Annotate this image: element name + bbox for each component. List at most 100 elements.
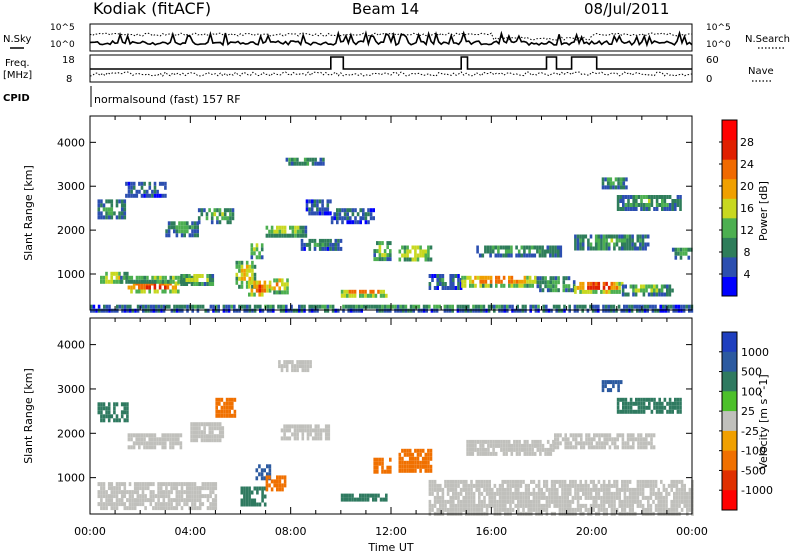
power-cell bbox=[172, 279, 175, 284]
power-cell bbox=[389, 304, 392, 309]
power-cell bbox=[97, 211, 101, 216]
velocity-cell bbox=[650, 441, 653, 446]
velocity-cell bbox=[618, 495, 621, 500]
power-cell bbox=[251, 308, 254, 313]
velocity-cell bbox=[668, 401, 672, 406]
power-cell bbox=[602, 308, 605, 313]
power-cell bbox=[100, 275, 103, 280]
velocity-cell bbox=[606, 437, 609, 442]
velocity-cell bbox=[621, 507, 624, 512]
power-cell bbox=[245, 272, 249, 277]
velocity-cell bbox=[576, 503, 580, 508]
velocity-cell bbox=[192, 438, 196, 443]
power-cell bbox=[105, 308, 109, 313]
power-cell bbox=[459, 282, 463, 286]
velocity-cell bbox=[595, 445, 599, 450]
power-cell bbox=[629, 284, 633, 289]
power-cell bbox=[570, 288, 573, 293]
velocity-cell bbox=[574, 483, 577, 488]
power-cell bbox=[178, 229, 181, 234]
velocity-cell bbox=[545, 479, 549, 484]
power-cell bbox=[567, 284, 571, 289]
power-cell bbox=[389, 308, 392, 313]
velocity-cell bbox=[587, 487, 590, 492]
velocity-cell bbox=[592, 487, 595, 492]
power-cell bbox=[107, 207, 111, 212]
power-cell bbox=[289, 233, 292, 238]
velocity-cell bbox=[528, 443, 532, 448]
power-cell bbox=[645, 288, 648, 293]
velocity-cell bbox=[102, 486, 106, 491]
power-cell bbox=[97, 308, 101, 313]
power-cell bbox=[291, 233, 295, 238]
velocity-cell bbox=[518, 443, 521, 448]
velocity-cell bbox=[175, 506, 179, 511]
velocity-cell bbox=[153, 433, 157, 438]
velocity-cell bbox=[491, 503, 494, 508]
power-cell bbox=[376, 304, 379, 309]
power-cell bbox=[634, 284, 638, 289]
power-cell bbox=[627, 203, 630, 207]
velocity-cell bbox=[167, 502, 171, 507]
velocity-cell bbox=[670, 507, 673, 512]
velocity-cell bbox=[478, 491, 481, 496]
power-cell bbox=[646, 242, 650, 247]
power-cell bbox=[528, 279, 532, 284]
power-cell bbox=[617, 185, 620, 190]
power-cell bbox=[433, 304, 436, 309]
power-cell bbox=[258, 288, 261, 293]
velocity-cell bbox=[231, 413, 234, 418]
velocity-cell bbox=[483, 483, 486, 488]
velocity-cell bbox=[191, 502, 194, 507]
velocity-cell bbox=[574, 507, 577, 512]
power-cell bbox=[286, 290, 289, 295]
power-cell bbox=[581, 304, 584, 309]
power-cell bbox=[668, 292, 672, 297]
power-cell bbox=[605, 234, 608, 239]
power-cell bbox=[343, 216, 347, 221]
velocity-cell bbox=[561, 499, 564, 504]
power-cell bbox=[641, 234, 645, 239]
power-cell bbox=[574, 234, 577, 239]
velocity-cell bbox=[296, 436, 299, 441]
velocity-cell bbox=[632, 409, 635, 414]
power-cell bbox=[409, 308, 413, 313]
power-cell bbox=[408, 249, 412, 254]
velocity-cell bbox=[265, 475, 269, 480]
power-cell bbox=[567, 276, 571, 281]
velocity-cell bbox=[148, 445, 151, 450]
velocity-cell bbox=[655, 409, 659, 414]
power-cell bbox=[579, 242, 582, 247]
velocity-cell bbox=[195, 422, 199, 427]
power-cell bbox=[313, 308, 317, 313]
power-cell bbox=[459, 304, 462, 309]
velocity-cell bbox=[439, 487, 442, 492]
velocity-cell bbox=[263, 468, 266, 473]
velocity-cell bbox=[480, 503, 484, 508]
velocity-cell bbox=[115, 418, 119, 423]
power-cell bbox=[253, 304, 257, 309]
power-cell bbox=[628, 246, 632, 251]
velocity-cell bbox=[624, 445, 627, 450]
power-cell bbox=[283, 290, 287, 295]
velocity-cell bbox=[135, 437, 138, 442]
power-cell bbox=[541, 288, 545, 293]
power-colorbar-swatch bbox=[722, 237, 737, 258]
power-cell bbox=[581, 234, 585, 239]
velocity-cell bbox=[157, 490, 160, 495]
velocity-cell bbox=[457, 495, 460, 500]
power-cell bbox=[589, 304, 592, 309]
velocity-cell bbox=[574, 437, 578, 442]
power-cell bbox=[615, 242, 619, 247]
velocity-cell bbox=[193, 506, 197, 511]
power-cell bbox=[115, 279, 119, 284]
velocity-cell bbox=[523, 443, 527, 448]
power-cell bbox=[190, 275, 193, 280]
velocity-cell bbox=[374, 493, 378, 498]
power-cell bbox=[321, 207, 324, 212]
velocity-cell bbox=[498, 483, 502, 488]
velocity-cell bbox=[209, 494, 212, 499]
velocity-cell bbox=[136, 498, 140, 503]
power-cell bbox=[272, 304, 275, 309]
power-cell bbox=[143, 181, 146, 186]
